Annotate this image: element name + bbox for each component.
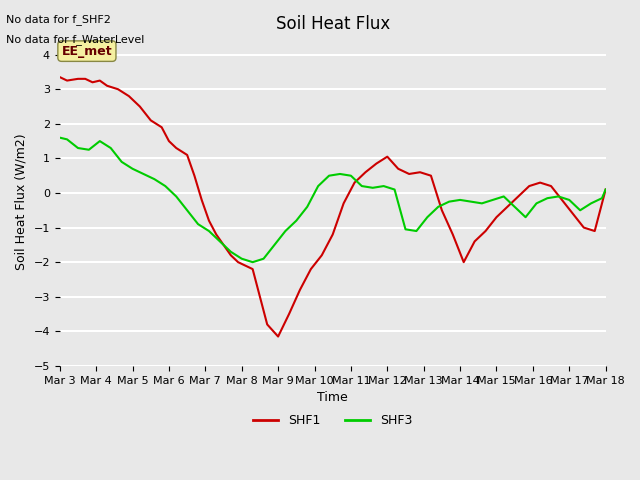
SHF3 [576,207,584,213]
SHF1 [56,74,63,80]
Text: No data for f_WaterLevel: No data for f_WaterLevel [6,34,145,45]
SHF3 [602,187,609,192]
Line: SHF1: SHF1 [60,77,605,336]
SHF1 [580,225,588,230]
SHF1 [449,232,456,238]
SHF3 [260,256,268,262]
Line: SHF3: SHF3 [60,138,605,262]
Text: No data for f_SHF2: No data for f_SHF2 [6,14,111,25]
SHF3 [402,227,410,232]
SHF1 [602,187,609,192]
Text: EE_met: EE_met [61,45,112,58]
SHF3 [96,138,104,144]
SHF1 [165,138,173,144]
SHF1 [405,171,413,177]
SHF3 [325,173,333,179]
X-axis label: Time: Time [317,391,348,404]
SHF3 [56,135,63,141]
SHF1 [172,145,180,151]
Title: Soil Heat Flux: Soil Heat Flux [276,15,390,33]
Y-axis label: Soil Heat Flux (W/m2): Soil Heat Flux (W/m2) [15,133,28,270]
Legend: SHF1, SHF3: SHF1, SHF3 [248,409,417,432]
SHF3 [249,259,257,265]
SHF1 [275,334,282,339]
SHF3 [424,215,431,220]
SHF1 [515,193,522,199]
